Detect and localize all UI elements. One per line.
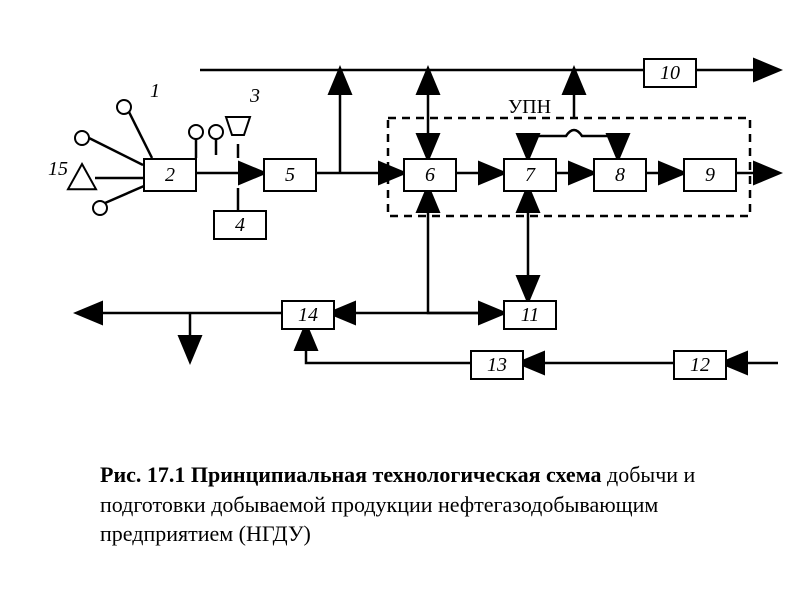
node-8: 8 [593,158,647,192]
figure-caption: Рис. 17.1 Принципиальная технологическая… [100,460,700,549]
node-9: 9 [683,158,737,192]
node-4: 4 [213,210,267,240]
node-10: 10 [643,58,697,88]
node-2: 2 [143,158,197,192]
diagram-canvas: { "figure": { "type": "flowchart", "widt… [0,0,800,600]
node-14: 14 [281,300,335,330]
node-12: 12 [673,350,727,380]
upn-label: УПН [508,96,551,119]
node-5: 5 [263,158,317,192]
caption-prefix: Рис. 17.1 Принципиальная технологическая… [100,462,602,487]
annotation-3: 3 [250,85,260,108]
node-7: 7 [503,158,557,192]
node-6: 6 [403,158,457,192]
node-11: 11 [503,300,557,330]
node-13: 13 [470,350,524,380]
annotation-15: 15 [48,158,68,181]
annotation-1: 1 [150,80,160,103]
